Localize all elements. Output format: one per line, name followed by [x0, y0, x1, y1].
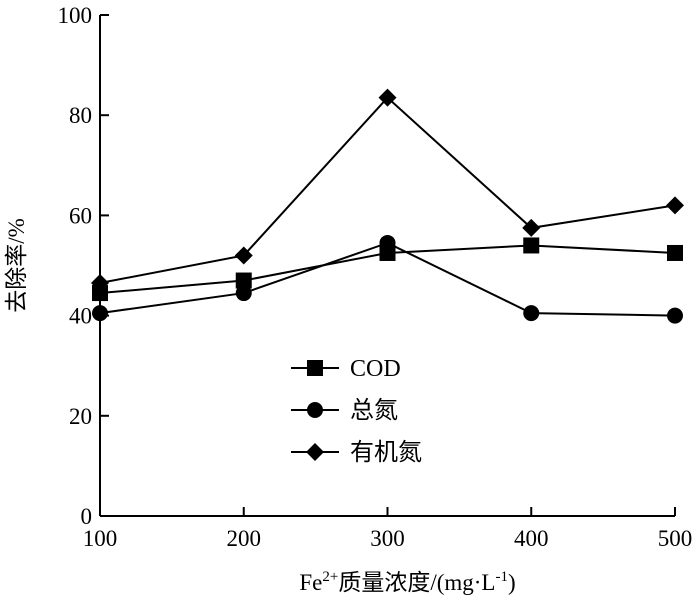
legend-marker [307, 360, 323, 376]
data-point [379, 234, 396, 251]
y-tick-label: 40 [69, 304, 92, 329]
legend-label: 总氮 [350, 397, 398, 424]
axes: 0 20 40 60 80 100 100 200 300 400 500 [58, 3, 693, 551]
legend-marker [306, 443, 324, 461]
data-point [522, 218, 541, 237]
y-tick-label: 60 [69, 203, 92, 228]
series-layer [91, 88, 684, 324]
x-tick-label: 100 [83, 526, 118, 551]
data-point [234, 246, 253, 265]
data-point [523, 305, 540, 322]
legend-marker [307, 402, 323, 418]
data-point [378, 88, 397, 107]
y-axis-title: 去除率/% [4, 218, 29, 313]
series-diamond [91, 88, 684, 293]
x-axis-title-prefix: Fe [299, 570, 322, 595]
legend-item: 总氮 [291, 397, 398, 424]
y-tick-label: 0 [81, 504, 93, 529]
x-axis-title-suffix: ) [508, 570, 516, 595]
legend-label: COD [350, 356, 401, 382]
y-tick-label: 100 [58, 3, 93, 28]
data-point [667, 244, 683, 261]
x-axis-title-sup2: -1 [495, 569, 508, 585]
y-tick-label: 20 [69, 404, 92, 429]
data-point [235, 285, 252, 302]
data-point [235, 272, 252, 289]
data-point [667, 307, 683, 324]
data-point [92, 305, 108, 322]
legend-item: 有机氮 [291, 439, 422, 466]
x-axis-title: Fe2+质量浓度/(mg·L-1) [299, 569, 515, 595]
x-axis-title-sup: 2+ [322, 569, 338, 585]
x-axis-title-middle: 质量浓度/(mg·L [338, 570, 495, 595]
x-tick-label: 300 [370, 526, 405, 551]
x-tick-label: 400 [514, 526, 549, 551]
data-point [92, 285, 108, 302]
y-tick-label: 80 [69, 103, 92, 128]
data-point [523, 237, 540, 254]
legend-item: COD [291, 356, 401, 382]
series-circle [92, 234, 683, 324]
data-point [91, 274, 109, 293]
x-tick-label: 500 [658, 526, 693, 551]
data-point [666, 196, 684, 215]
legend-label: 有机氮 [350, 439, 422, 466]
x-tick-label: 200 [227, 526, 262, 551]
